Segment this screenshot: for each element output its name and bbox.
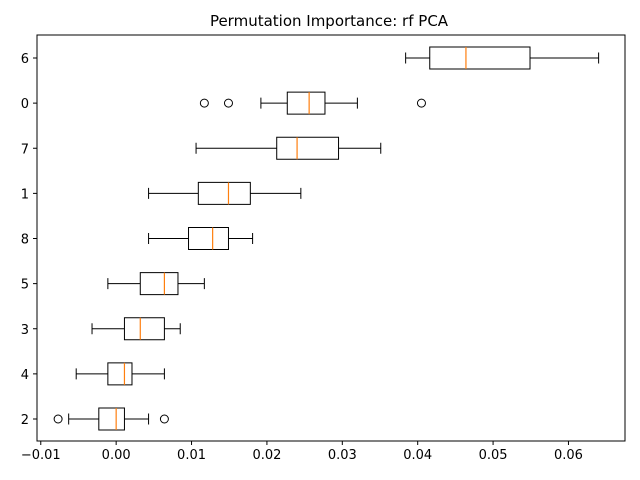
x-tick-label: 0.04 bbox=[403, 448, 432, 463]
y-tick-label: 0 bbox=[21, 97, 29, 112]
box-group-8 bbox=[148, 227, 254, 250]
x-tick-label: 0.05 bbox=[479, 448, 508, 463]
outlier-point bbox=[416, 98, 426, 108]
iqr-box bbox=[98, 407, 125, 431]
x-tick-label: 0.02 bbox=[252, 448, 281, 463]
x-tick-label: 0.03 bbox=[328, 448, 357, 463]
outlier-point bbox=[223, 98, 233, 108]
outlier-point bbox=[159, 414, 169, 424]
iqr-box bbox=[139, 272, 179, 296]
iqr-box bbox=[188, 227, 229, 250]
plot-area bbox=[53, 46, 600, 431]
x-tick-label: 0.00 bbox=[102, 448, 131, 463]
y-tick-label: 6 bbox=[21, 52, 29, 67]
box-group-4 bbox=[75, 362, 165, 386]
box-group-0 bbox=[199, 91, 426, 115]
box-group-7 bbox=[195, 136, 382, 160]
x-tick-label: 0.06 bbox=[554, 448, 583, 463]
x-tick-label: −0.01 bbox=[21, 448, 61, 463]
iqr-box bbox=[107, 362, 133, 386]
y-tick-label: 3 bbox=[21, 323, 29, 338]
y-tick-label: 2 bbox=[21, 413, 29, 428]
iqr-box bbox=[123, 317, 165, 341]
iqr-box bbox=[197, 181, 251, 205]
box-group-2 bbox=[53, 407, 169, 431]
box-group-3 bbox=[91, 317, 181, 341]
box-group-5 bbox=[107, 272, 205, 296]
axes-frame bbox=[36, 34, 626, 442]
y-tick-label: 5 bbox=[21, 278, 29, 293]
chart-title: Permutation Importance: rf PCA bbox=[210, 12, 449, 30]
x-tick-label: 0.01 bbox=[177, 448, 206, 463]
y-tick-label: 8 bbox=[21, 233, 29, 248]
iqr-box bbox=[286, 91, 326, 115]
outlier-point bbox=[199, 98, 209, 108]
box-group-1 bbox=[148, 181, 302, 205]
box-group-6 bbox=[405, 46, 600, 70]
iqr-box bbox=[429, 46, 531, 70]
iqr-box bbox=[276, 136, 340, 160]
outlier-point bbox=[53, 414, 63, 424]
y-axis: 2 4 3 5 8 1 7 0 6 bbox=[21, 52, 37, 428]
y-tick-label: 4 bbox=[21, 368, 29, 383]
x-axis: −0.01 0.00 0.01 0.02 0.03 0.04 0.05 0.06 bbox=[21, 441, 583, 463]
y-tick-label: 7 bbox=[21, 142, 29, 157]
y-tick-label: 1 bbox=[21, 187, 29, 202]
